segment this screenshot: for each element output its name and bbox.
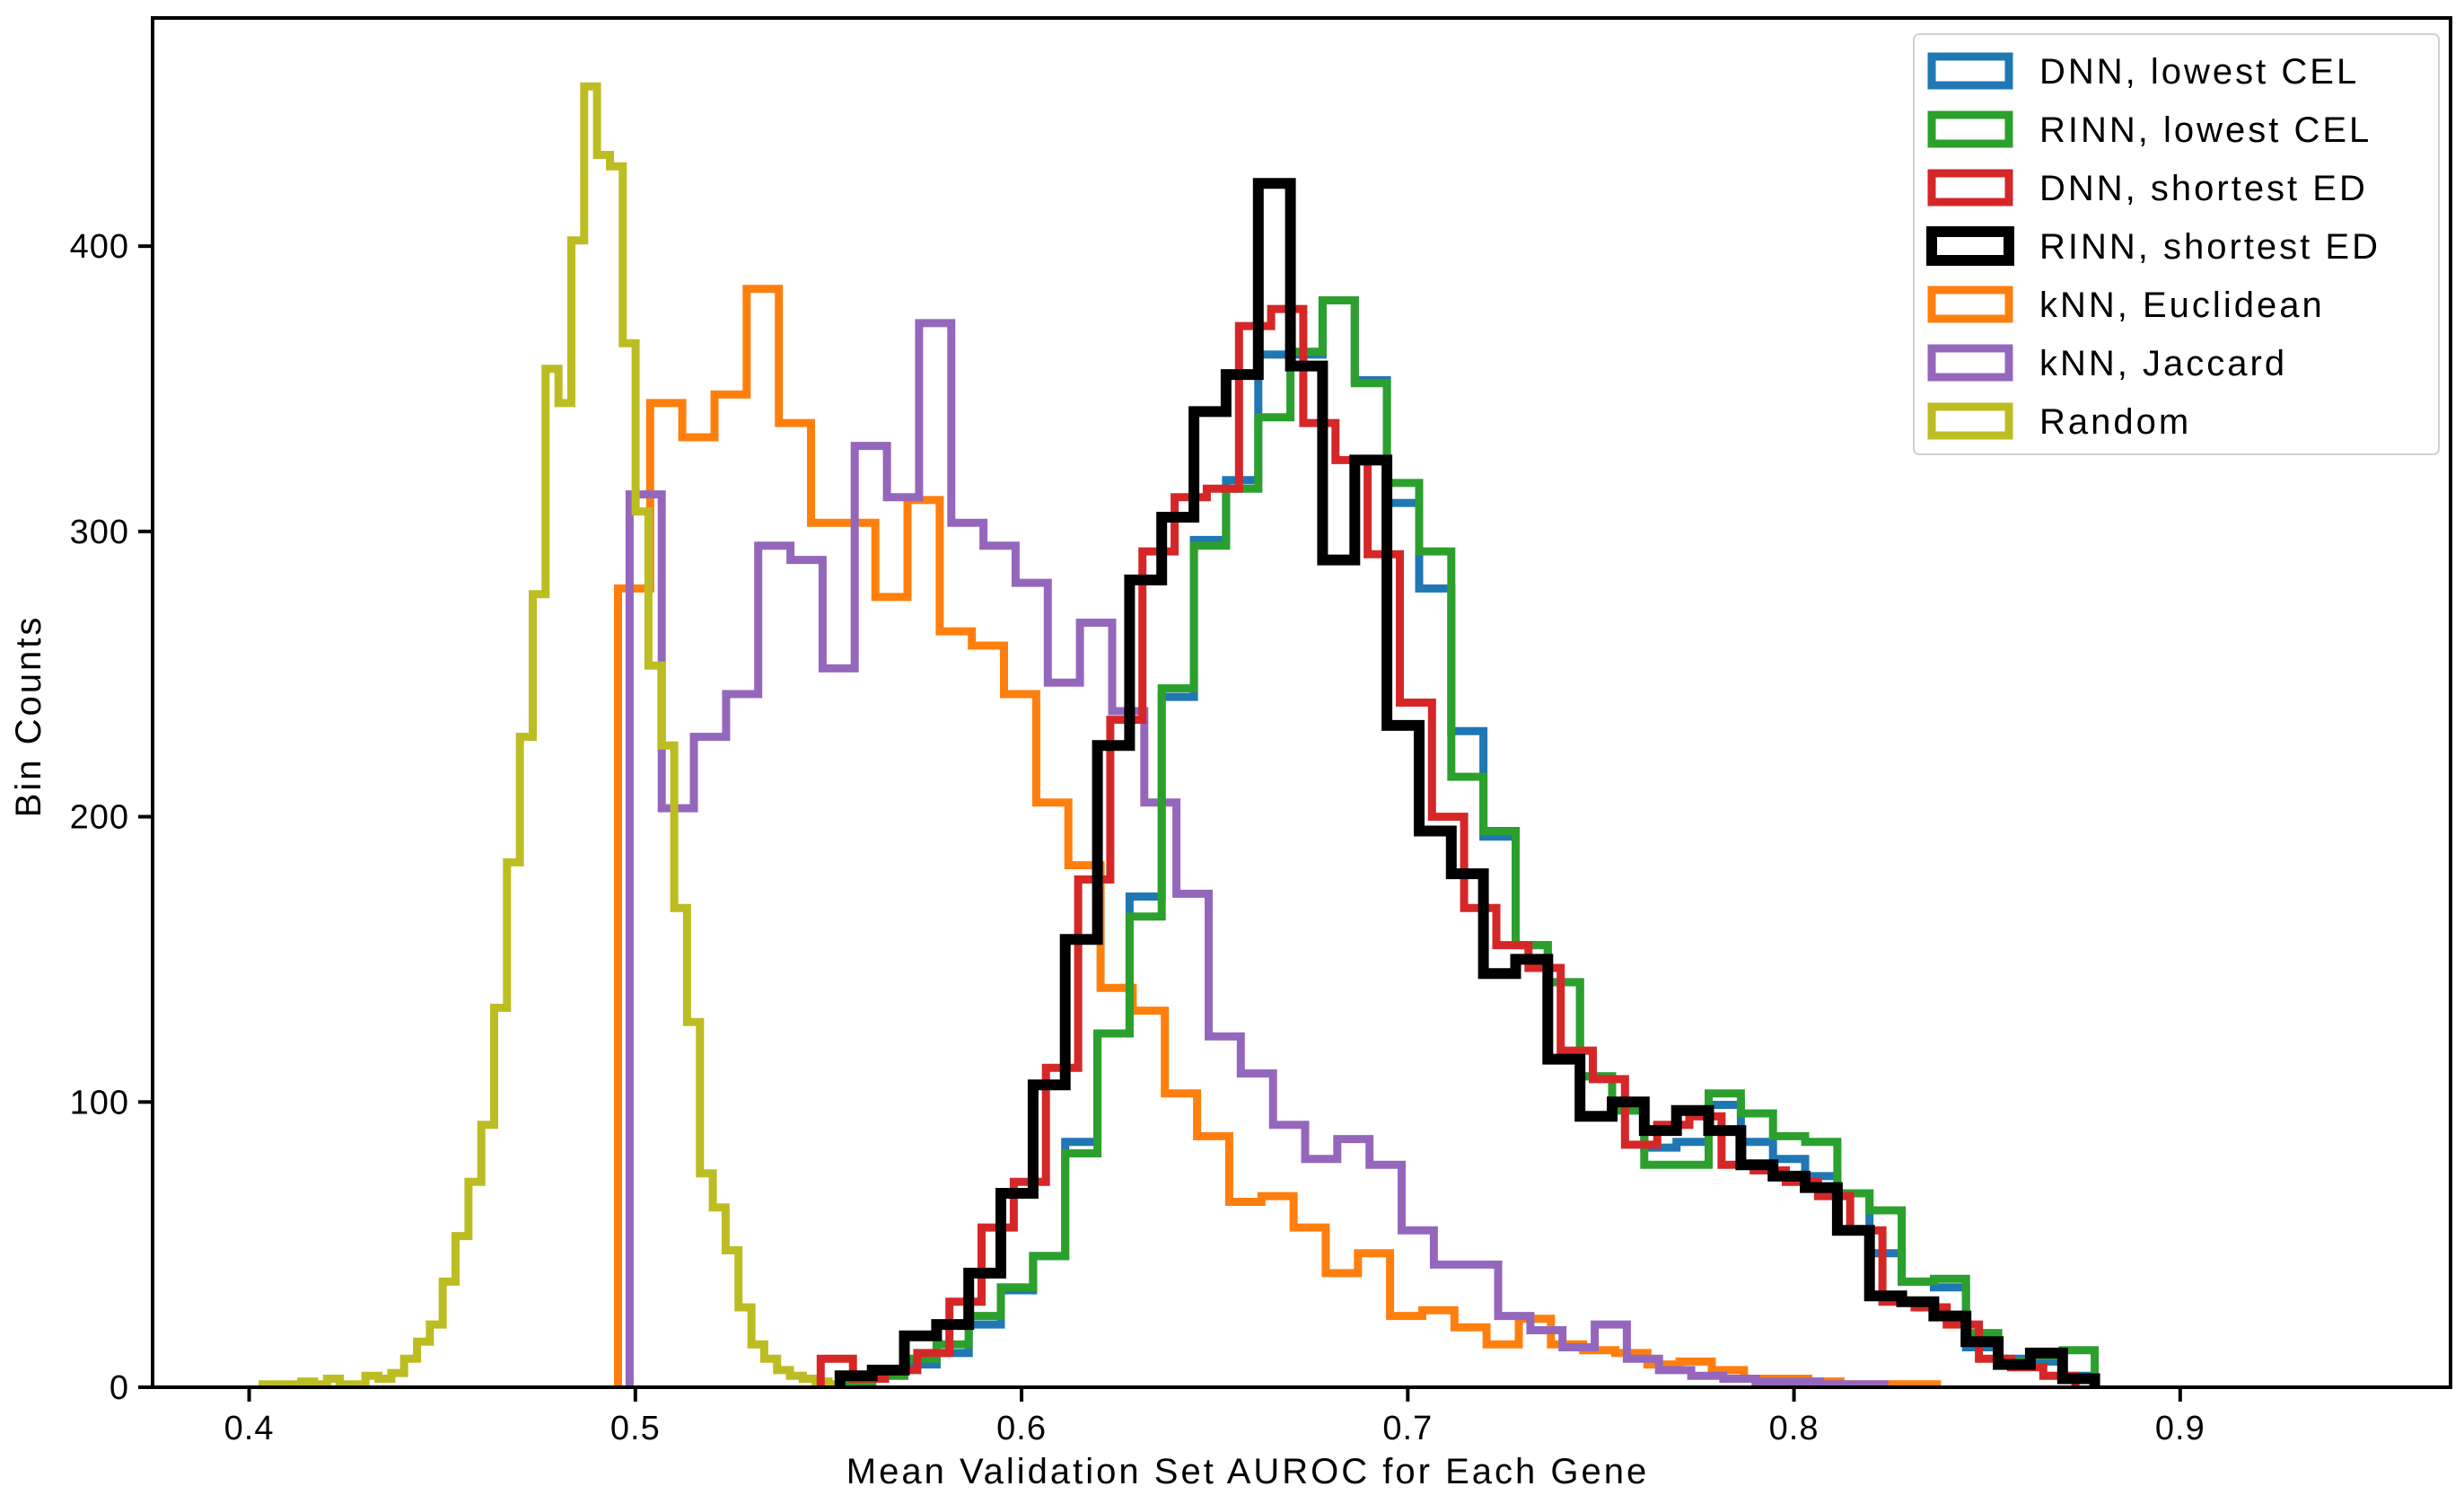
y-tick-label: 200 bbox=[70, 799, 129, 837]
x-tick-label: 0.4 bbox=[224, 1410, 275, 1447]
legend-swatch bbox=[1927, 169, 2013, 207]
series-random bbox=[259, 82, 872, 1387]
legend-box bbox=[1913, 33, 2440, 455]
x-axis-ticks: 0.4 0.5 0.6 0.7 0.8 0.9 bbox=[224, 1387, 2205, 1447]
legend-swatch bbox=[1927, 52, 2013, 90]
legend-label: kNN, Euclidean bbox=[2039, 286, 2325, 325]
legend-label: kNN, Jaccard bbox=[2039, 344, 2287, 383]
x-tick-label: 0.5 bbox=[610, 1410, 661, 1447]
series-rinn-shortest-ed bbox=[834, 178, 2100, 1387]
legend-label: DNN, shortest ED bbox=[2039, 169, 2368, 208]
legend: DNN, lowest CEL RINN, lowest CEL DNN, shor… bbox=[1913, 33, 2440, 455]
y-axis-label: Bin Counts bbox=[9, 615, 48, 818]
x-axis-label: Mean Validation Set AUROC for Each Gene bbox=[846, 1452, 1649, 1491]
axes-frame bbox=[151, 16, 2452, 1389]
legend-swatch bbox=[1927, 110, 2013, 148]
legend-label: RINN, lowest CEL bbox=[2039, 110, 2372, 150]
legend-label: DNN, lowest CEL bbox=[2039, 52, 2359, 92]
series-rinn-lowest-cel bbox=[836, 296, 2100, 1387]
legend-swatch bbox=[1927, 344, 2013, 382]
y-axis-ticks: 0 100 200 300 400 bbox=[70, 228, 153, 1407]
legend-label: Random bbox=[2039, 402, 2191, 442]
x-tick-label: 0.6 bbox=[996, 1410, 1047, 1447]
legend-swatch bbox=[1927, 402, 2013, 440]
legend-swatch bbox=[1927, 286, 2013, 323]
series-knn-jaccard bbox=[625, 319, 1889, 1387]
y-tick-label: 400 bbox=[70, 228, 129, 266]
x-tick-label: 0.7 bbox=[1382, 1410, 1433, 1447]
series-layer bbox=[259, 82, 2100, 1387]
legend-swatch bbox=[1926, 226, 2014, 266]
y-tick-label: 300 bbox=[70, 514, 129, 551]
y-tick-label: 0 bbox=[110, 1369, 129, 1407]
x-tick-label: 0.8 bbox=[1769, 1410, 1820, 1447]
series-dnn-shortest-ed bbox=[816, 304, 2080, 1387]
series-knn-euclidean bbox=[614, 285, 1942, 1387]
legend-label: RINN, shortest ED bbox=[2039, 227, 2381, 267]
x-tick-label: 0.9 bbox=[2155, 1410, 2205, 1447]
y-tick-label: 100 bbox=[70, 1084, 129, 1121]
